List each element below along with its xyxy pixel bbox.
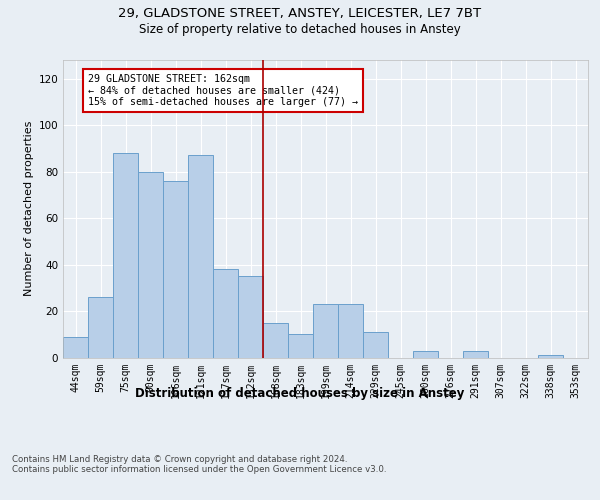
Y-axis label: Number of detached properties: Number of detached properties (24, 121, 34, 296)
Bar (363, 332, 388, 357)
Bar (263, 322, 288, 358)
Text: 29 GLADSTONE STREET: 162sqm
← 84% of detached houses are smaller (424)
15% of se: 29 GLADSTONE STREET: 162sqm ← 84% of det… (88, 74, 358, 107)
Bar (338, 304, 363, 358)
Bar (238, 276, 263, 357)
Bar (288, 334, 313, 357)
Text: Size of property relative to detached houses in Anstey: Size of property relative to detached ho… (139, 22, 461, 36)
Bar (188, 156, 213, 358)
Bar (413, 350, 438, 358)
Bar (313, 304, 338, 358)
Bar (63, 336, 88, 357)
Bar (538, 355, 563, 358)
Text: 29, GLADSTONE STREET, ANSTEY, LEICESTER, LE7 7BT: 29, GLADSTONE STREET, ANSTEY, LEICESTER,… (118, 8, 482, 20)
Bar (88, 297, 113, 358)
Bar (213, 269, 238, 358)
Text: Contains HM Land Registry data © Crown copyright and database right 2024.
Contai: Contains HM Land Registry data © Crown c… (12, 455, 386, 474)
Bar (113, 153, 138, 358)
Text: Distribution of detached houses by size in Anstey: Distribution of detached houses by size … (136, 388, 464, 400)
Bar (463, 350, 488, 358)
Bar (138, 172, 163, 358)
Bar (163, 181, 188, 358)
